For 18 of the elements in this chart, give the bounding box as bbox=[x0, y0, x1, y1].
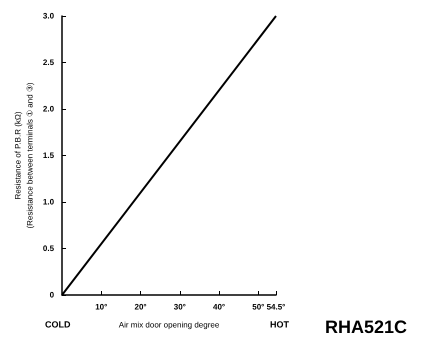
x-tick-label: 20° bbox=[134, 302, 147, 312]
x-tick-label: 30° bbox=[174, 302, 186, 312]
text: COLD bbox=[45, 320, 71, 330]
y-axis-title: Resistance of P.B.R (kΩ) (Resistance between terminals ① and ③) bbox=[14, 82, 35, 229]
y-tick-label: 2.0 bbox=[42, 104, 55, 114]
x-axis-title: Air mix door opening degree bbox=[118, 320, 220, 330]
text: HOT bbox=[270, 320, 290, 330]
text: RHA521C bbox=[325, 317, 408, 337]
x-tick-label: 40° bbox=[213, 302, 226, 312]
x-tick-label: 54.5° bbox=[266, 302, 286, 312]
y-tick-label: 2.5 bbox=[42, 58, 55, 67]
y-tick-label: 1.5 bbox=[42, 151, 55, 160]
y-tick-label: 0 bbox=[50, 290, 55, 300]
y-tick-label: 3.0 bbox=[42, 12, 55, 20]
x-tick-label: 10° bbox=[95, 302, 108, 312]
y-tick-label: 1.0 bbox=[42, 198, 55, 206]
x-tick-label: 50° bbox=[252, 302, 264, 312]
y-tick-label: 0.5 bbox=[42, 244, 55, 253]
